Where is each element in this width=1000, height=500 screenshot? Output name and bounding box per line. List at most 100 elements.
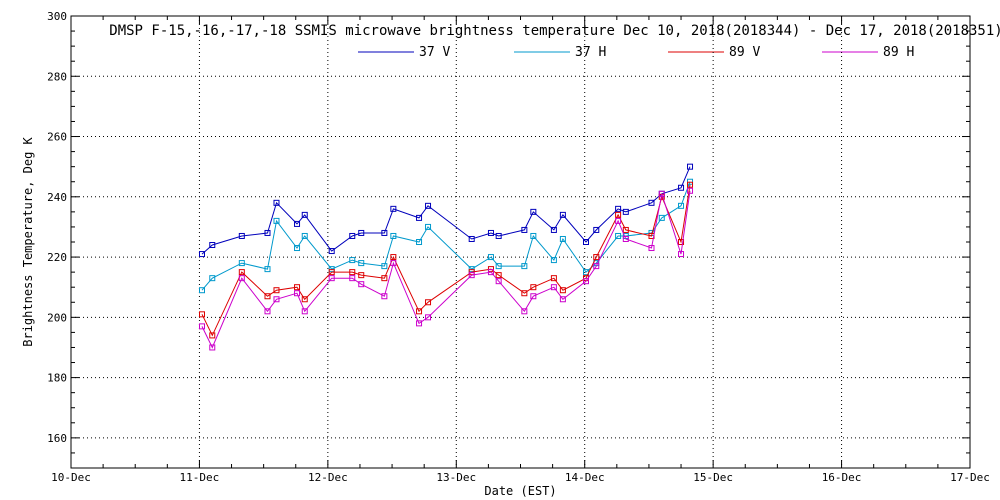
data-point [198,287,205,294]
x-tick-label: 12-Dec [308,471,348,484]
data-point [495,272,502,279]
data-point [264,229,271,236]
data-point [301,296,308,303]
data-point [328,275,335,282]
x-tick-label: 15-Dec [693,471,733,484]
data-point [615,217,622,224]
data-point [209,275,216,282]
series-layer [198,163,694,351]
data-point [550,275,557,282]
data-point [559,287,566,294]
data-point [687,163,694,170]
data-point [328,269,335,276]
y-tick-label: 280 [47,70,67,83]
data-point [209,344,216,351]
data-point [328,248,335,255]
data-point [381,263,388,270]
series-line [201,181,691,291]
data-point [238,269,245,276]
legend: 37 V 37 H 89 V 89 H [358,45,914,60]
data-point [678,251,685,258]
data-point [381,293,388,300]
data-point [468,272,475,279]
series-89-h [198,187,694,351]
data-point [521,290,528,297]
data-point [622,235,629,242]
data-point [294,245,301,252]
grid [71,16,970,468]
data-point [273,296,280,303]
legend-item: 37 V [358,45,450,60]
data-point [209,332,216,339]
data-point [582,239,589,245]
data-point [687,187,694,194]
data-point [582,278,589,285]
legend-item: 89 H [822,45,914,60]
data-point [593,263,600,270]
data-point [381,229,388,236]
chart-title: DMSP F-15,-16,-17,-18 SSMIS microwave br… [109,23,1000,39]
y-tick-label: 220 [47,251,67,264]
data-point [678,202,685,209]
data-point [358,272,365,279]
data-point [416,214,423,221]
data-point [390,232,397,239]
data-point [264,266,271,273]
data-point [358,229,365,236]
x-tick-label: 11-Dec [180,471,220,484]
data-point [593,226,600,233]
data-point [390,205,397,212]
data-point [294,290,301,297]
data-point [416,239,423,245]
data-point [198,251,205,258]
plot-frame [70,15,971,469]
y-tick-label: 260 [47,131,67,144]
y-axis: 160 180 200 220 240 260 280 300 [47,10,970,454]
x-tick-label: 17-Dec [950,471,990,484]
y-tick-label: 200 [47,311,67,324]
data-point [530,232,537,239]
data-point [425,202,432,209]
data-point [273,199,280,206]
data-point [294,284,301,291]
data-point [615,205,622,212]
data-point [425,314,432,321]
data-point [530,293,537,300]
data-point [559,235,566,242]
series-line [201,166,691,255]
data-point [622,208,629,215]
data-point [349,269,356,276]
data-point [381,275,388,282]
data-point [615,232,622,239]
data-point [358,281,365,288]
data-point [358,260,365,267]
x-tick-label: 16-Dec [822,471,862,484]
data-point [487,254,494,261]
x-tick-label: 10-Dec [51,471,91,484]
y-tick-label: 240 [47,191,67,204]
data-point [349,275,356,282]
data-point [530,208,537,215]
data-point [658,214,665,221]
y-tick-label: 160 [47,432,67,445]
legend-label: 89 H [883,45,914,60]
data-point [559,296,566,303]
data-point [468,235,475,242]
data-point [593,254,600,261]
data-point [678,184,685,191]
data-point [678,239,685,245]
data-point [648,245,655,252]
series-line [201,190,691,349]
data-point [273,217,280,224]
data-point [495,263,502,270]
legend-label: 37 H [575,45,606,60]
data-point [238,260,245,267]
data-point [521,263,528,270]
data-point [487,229,494,236]
x-tick-label: 13-Dec [436,471,476,484]
data-point [495,232,502,239]
data-point [550,284,557,291]
legend-item: 37 H [514,45,606,60]
y-axis-label: Brightness Temperature, Deg K [21,136,35,346]
